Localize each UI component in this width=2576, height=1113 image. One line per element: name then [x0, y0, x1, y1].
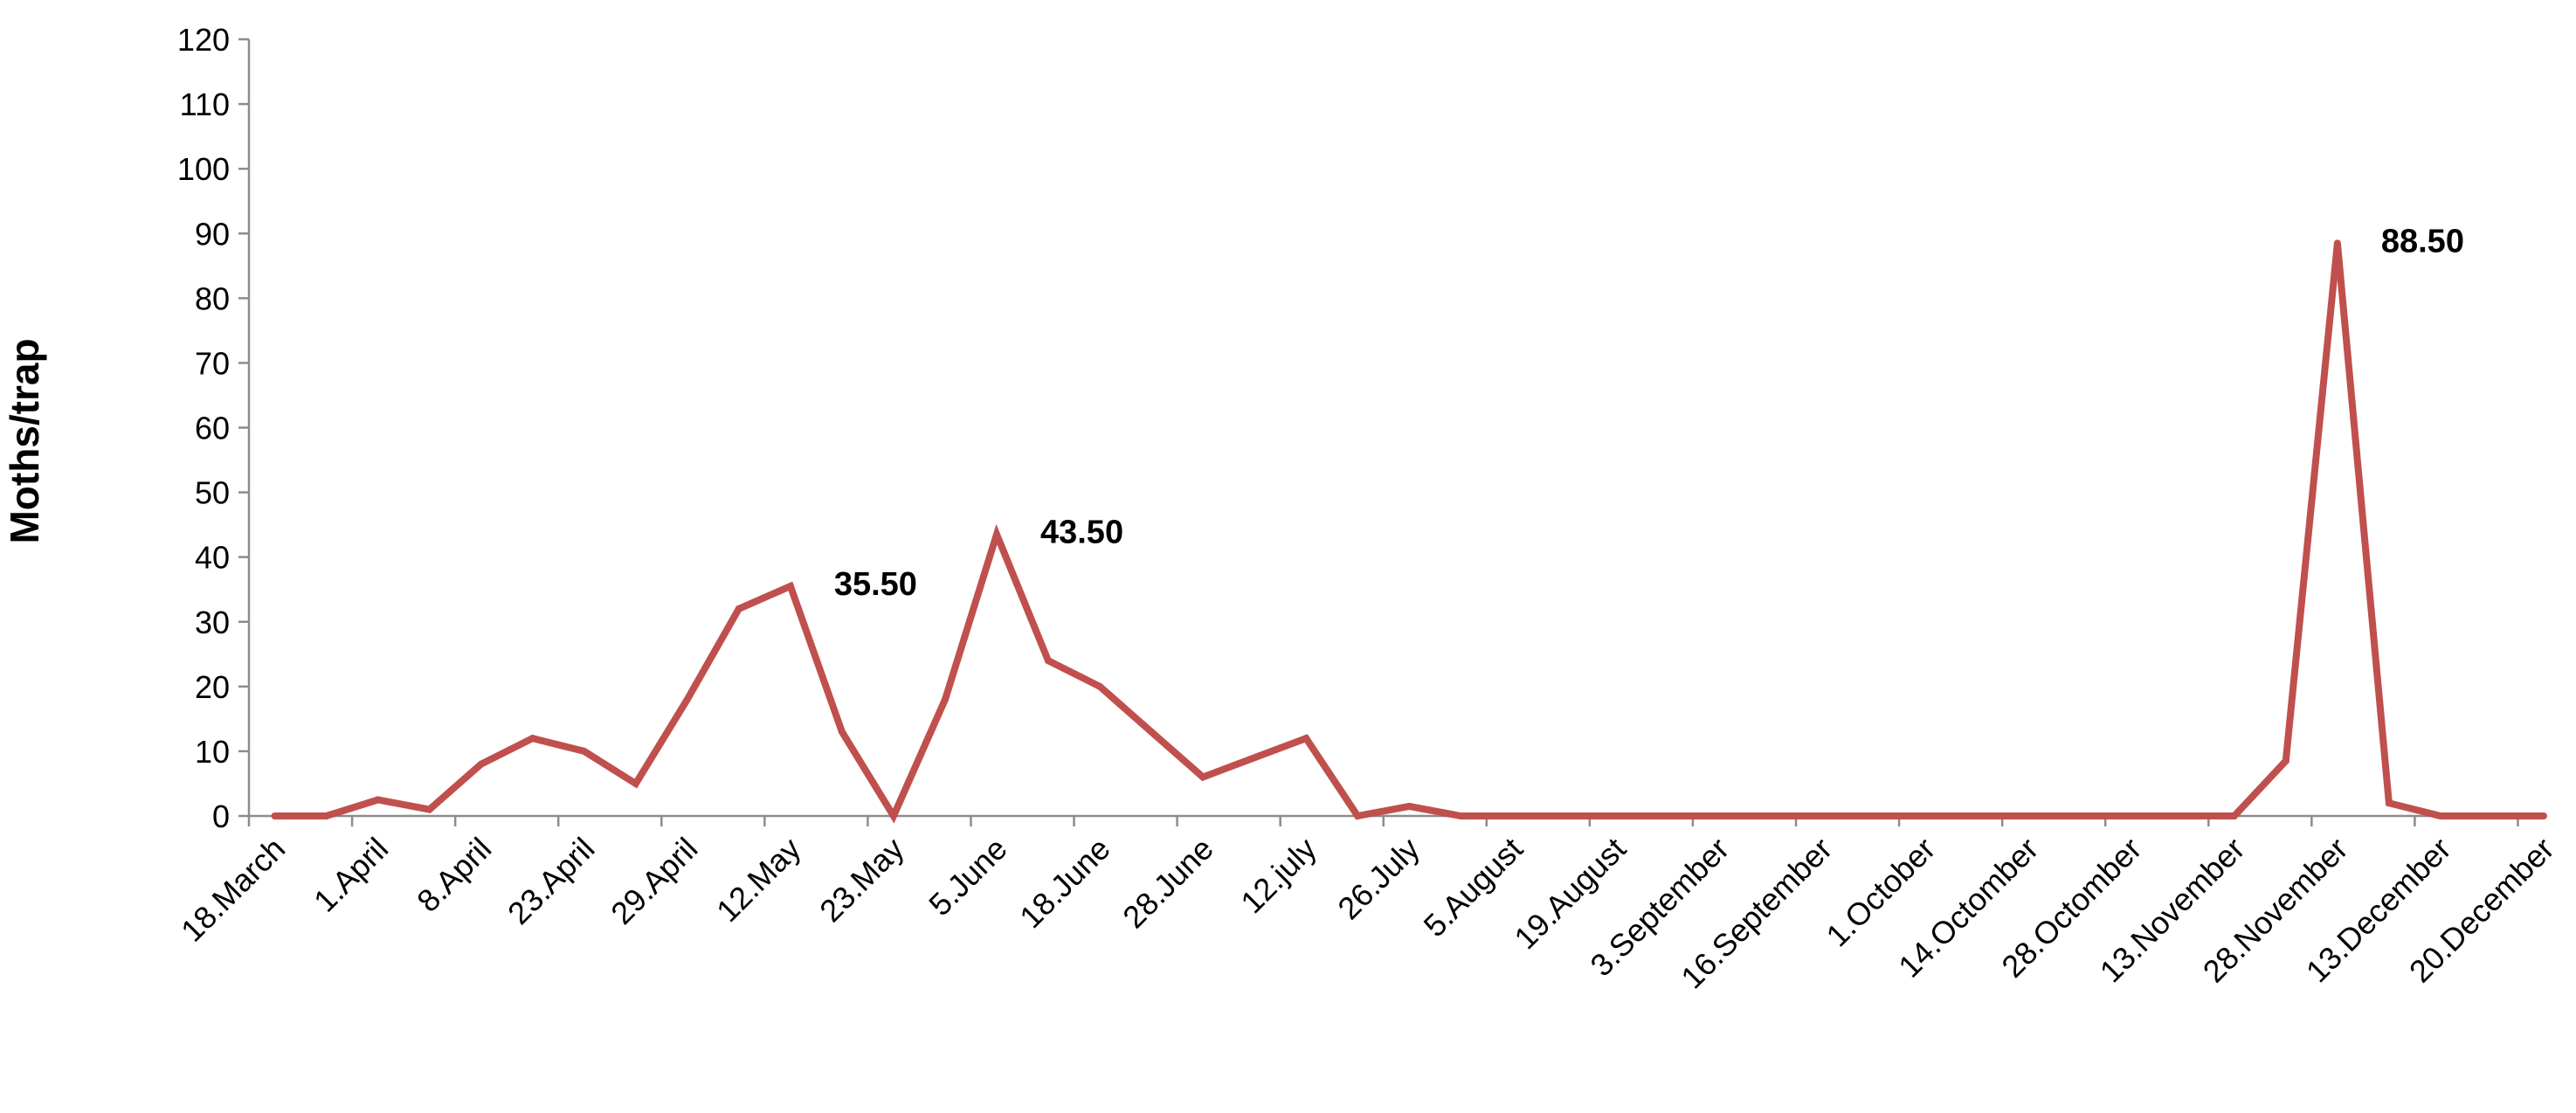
data-point [1251, 754, 1259, 762]
data-point [1766, 812, 1774, 819]
x-tick-label: 18.June [1012, 831, 1117, 936]
data-point [580, 747, 588, 755]
data-point [1302, 735, 1310, 743]
data-point [271, 812, 279, 819]
x-tick-label: 12.july [1233, 831, 1323, 921]
y-tick-label: 50 [195, 475, 230, 511]
data-point [632, 779, 639, 787]
y-tick-label: 10 [195, 734, 230, 770]
data-point [2230, 812, 2238, 819]
data-point [992, 530, 1000, 538]
data-label: 35.50 [834, 566, 917, 603]
y-tick-label: 100 [177, 151, 230, 187]
data-point [1921, 812, 1929, 819]
data-point [528, 735, 536, 743]
data-point [1457, 812, 1465, 819]
data-point [2385, 799, 2393, 807]
data-point [941, 695, 949, 703]
data-point [2179, 812, 2186, 819]
data-point [1354, 812, 1362, 819]
x-tick-label: 5.June [922, 831, 1013, 923]
x-tick-label: 26.July [1330, 831, 1426, 927]
x-tick-label: 12.May [709, 831, 807, 929]
x-tick-label: 23.April [501, 831, 601, 931]
data-point [1663, 812, 1671, 819]
y-tick-label: 90 [195, 216, 230, 252]
data-point [1096, 682, 1104, 690]
x-tick-label: 1.April [307, 831, 395, 919]
x-axis-ticks: 18.March 1.April 8.April 23.April 29.April 12… [174, 816, 2561, 996]
series-points [271, 239, 2547, 819]
data-point [838, 728, 846, 736]
x-tick-label: 29.April [604, 831, 704, 931]
data-point [1045, 657, 1053, 665]
data-point [1509, 812, 1516, 819]
y-tick-label: 20 [195, 669, 230, 705]
series-line [274, 243, 2544, 824]
data-labels: 35.50 43.50 88.50 [834, 223, 2464, 603]
data-point [2024, 812, 2032, 819]
data-point [889, 812, 897, 819]
y-tick-label: 30 [195, 605, 230, 640]
data-label: 43.50 [1040, 515, 1123, 551]
x-tick-label: 8.April [410, 831, 498, 919]
data-point [2075, 812, 2083, 819]
y-tick-label: 40 [195, 540, 230, 576]
data-point [477, 760, 485, 768]
y-tick-label: 80 [195, 280, 230, 316]
y-tick-label: 60 [195, 411, 230, 446]
data-point [2436, 812, 2444, 819]
data-point [1869, 812, 1877, 819]
data-point [683, 695, 691, 703]
x-tick-label: 18.March [174, 831, 292, 949]
data-point [2333, 239, 2341, 247]
data-point [1715, 812, 1723, 819]
data-point [786, 583, 794, 591]
data-point [1560, 812, 1568, 819]
data-point [1972, 812, 1980, 819]
data-point [2540, 812, 2547, 819]
y-tick-label: 120 [177, 22, 230, 58]
data-point [735, 605, 742, 612]
data-point [1199, 773, 1207, 781]
x-tick-label: 28.June [1115, 831, 1220, 936]
y-tick-label: 70 [195, 345, 230, 381]
data-point [425, 805, 433, 813]
data-point [1148, 728, 1156, 736]
y-tick-label: 0 [212, 798, 230, 834]
y-axis-ticks: 0 10 20 30 40 50 60 70 80 90 100 110 120 [177, 22, 249, 834]
data-point [1405, 802, 1413, 810]
data-point [2127, 812, 2135, 819]
data-point [1818, 812, 1826, 819]
data-point [1612, 812, 1619, 819]
data-point [2488, 812, 2496, 819]
data-label: 88.50 [2381, 223, 2464, 259]
data-point [374, 796, 382, 804]
data-point [322, 812, 330, 819]
data-point [2282, 757, 2289, 765]
y-axis-label: Moths/trap [2, 338, 47, 543]
x-tick-label: 23.May [812, 831, 910, 929]
y-tick-label: 110 [180, 86, 230, 122]
